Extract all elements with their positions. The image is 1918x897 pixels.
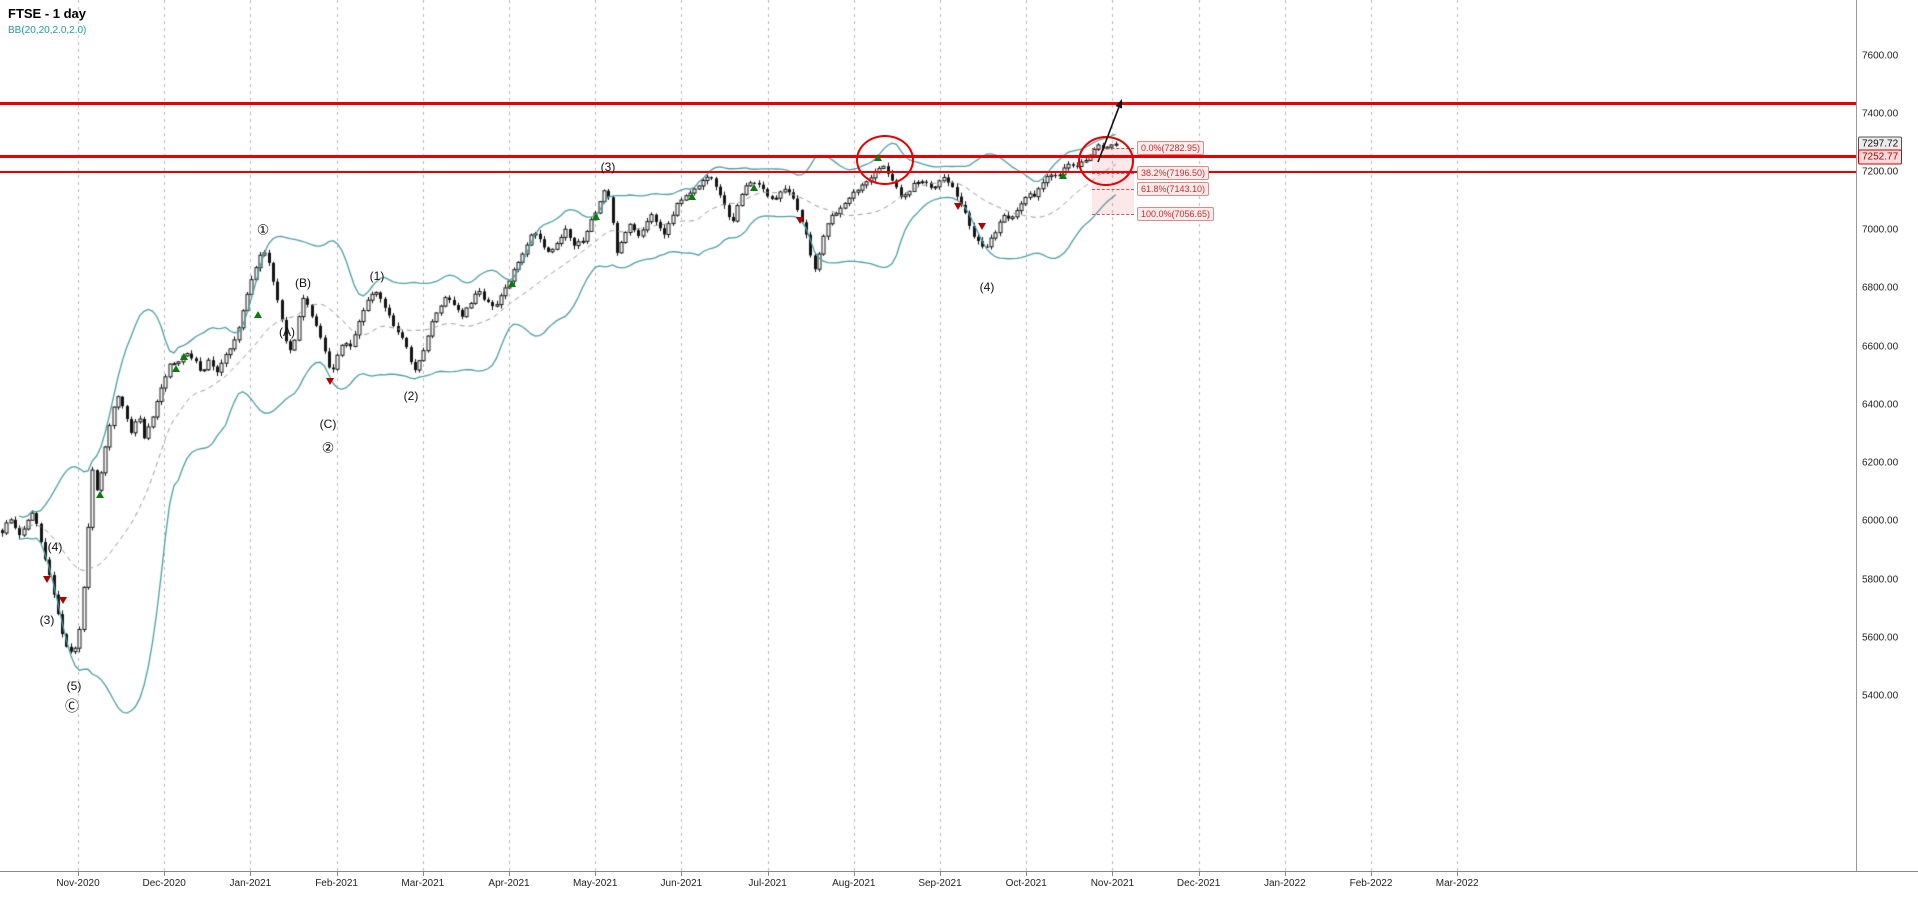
price-axis-label: 5800.00 — [1862, 574, 1899, 586]
price-axis-label: 7400.00 — [1862, 108, 1899, 120]
sell-signal-arrow — [43, 576, 51, 583]
buy-signal-arrow — [508, 280, 516, 287]
time-axis-tick — [681, 872, 683, 876]
projection-arrow[interactable] — [1086, 87, 1134, 174]
time-axis-label: Feb-2022 — [1349, 878, 1393, 889]
time-axis-label: Sep-2021 — [918, 878, 962, 889]
price-axis-label: 7200.00 — [1862, 166, 1899, 178]
time-axis-tick — [940, 872, 941, 876]
wave-label[interactable]: (1) — [369, 269, 385, 283]
symbol-timeframe-label: FTSE - 1 day — [8, 6, 87, 21]
time-axis-label: Nov-2020 — [56, 878, 100, 889]
time-axis-tick — [78, 872, 79, 876]
wave-label[interactable]: (3) — [39, 613, 55, 627]
time-axis-tick — [853, 872, 855, 876]
wave-label[interactable]: (B) — [295, 276, 311, 290]
wave-label[interactable]: ② — [321, 439, 335, 456]
price-level-line-7435[interactable] — [0, 102, 1856, 106]
fib-level-label[interactable]: 61.8%(7143.10) — [1137, 181, 1210, 196]
time-axis-label: Aug-2021 — [832, 878, 876, 889]
price-axis-separator — [1856, 0, 1857, 871]
bollinger-indicator-label[interactable]: BB(20,20,2.0,2.0) — [8, 25, 87, 36]
wave-label[interactable]: ① — [256, 221, 270, 238]
time-axis-label: Mar-2021 — [401, 878, 445, 889]
time-axis-label: Feb-2021 — [315, 878, 358, 889]
time-axis-tick — [767, 872, 769, 876]
time-axis-label: Dec-2021 — [1176, 878, 1221, 889]
sell-signal-arrow — [326, 378, 334, 385]
price-axis-label: 6600.00 — [1862, 341, 1899, 353]
price-axis-label: 6400.00 — [1862, 399, 1899, 411]
fib-level-label[interactable]: 0.0%(7282.95) — [1137, 140, 1205, 155]
sell-signal-arrow — [59, 597, 67, 604]
fib-level-label[interactable]: 38.2%(7196.50) — [1137, 166, 1210, 181]
time-axis-tick — [1026, 872, 1028, 876]
time-axis-label: May-2021 — [572, 878, 618, 889]
fib-level-label[interactable]: 100.0%(7056.65) — [1137, 206, 1215, 221]
wave-label[interactable]: (A) — [279, 325, 295, 339]
buy-signal-arrow — [688, 193, 696, 200]
sell-signal-arrow — [796, 217, 804, 224]
fib-level-line — [1092, 188, 1134, 190]
buy-signal-arrow — [96, 491, 104, 498]
sell-signal-arrow — [978, 223, 986, 230]
wave-label[interactable]: Ⓒ — [65, 698, 79, 714]
price-axis-label: 5600.00 — [1862, 632, 1899, 644]
price-axis-label: 5400.00 — [1862, 690, 1899, 702]
price-axis-label: 6000.00 — [1862, 515, 1899, 527]
sell-signal-arrow — [954, 203, 962, 210]
buy-signal-arrow — [1059, 172, 1067, 179]
wave-label[interactable]: (C) — [319, 417, 337, 431]
time-axis-tick — [1457, 872, 1459, 876]
time-axis-tick — [164, 872, 166, 876]
time-axis-label: Nov-2021 — [1090, 878, 1135, 889]
price-level-line-7252.77[interactable] — [0, 155, 1856, 159]
time-axis-label: Jul-2021 — [748, 878, 787, 889]
time-axis-label: Apr-2021 — [488, 878, 530, 889]
wave-label[interactable]: (4) — [979, 280, 995, 294]
price-axis-label: 6200.00 — [1862, 457, 1899, 469]
price-level-line-7200[interactable] — [0, 171, 1856, 173]
wave-label[interactable]: (2) — [403, 389, 419, 403]
chart-header: FTSE - 1 day BB(20,20,2.0,2.0) — [8, 6, 86, 36]
time-axis-tick — [1198, 872, 1200, 876]
time-axis-label: Dec-2020 — [142, 878, 186, 889]
buy-signal-arrow — [180, 353, 188, 360]
wave-label[interactable]: (3) — [600, 160, 616, 174]
time-axis-tick — [595, 872, 597, 876]
time-axis-tick — [1284, 872, 1286, 876]
time-axis-tick — [1112, 872, 1114, 876]
time-axis[interactable]: Nov-2020 Dec-2020 Jan-2021 Feb-2021 Mar-2021… — [0, 871, 1918, 897]
time-axis-tick — [250, 872, 252, 876]
time-axis-tick — [1371, 872, 1372, 876]
fib-level-line — [1092, 213, 1134, 215]
time-axis-label: Oct-2021 — [1005, 878, 1047, 889]
wave-label[interactable]: (4) — [47, 540, 63, 554]
wave-label[interactable]: (5) — [66, 679, 82, 693]
time-axis-label: Jun-2021 — [660, 878, 703, 889]
price-axis-label: 6800.00 — [1862, 282, 1899, 294]
highlight-circle-1[interactable] — [856, 135, 914, 185]
buy-signal-arrow — [172, 365, 180, 372]
time-axis-label: Mar-2022 — [1435, 878, 1479, 889]
price-axis-label: 7000.00 — [1862, 224, 1899, 236]
price-axis-label: 7600.00 — [1862, 50, 1899, 62]
buy-signal-arrow — [254, 311, 262, 318]
time-axis-tick — [509, 872, 510, 876]
time-axis-tick — [336, 872, 338, 876]
time-axis-tick — [422, 872, 424, 876]
buy-signal-arrow — [750, 184, 758, 191]
buy-signal-arrow — [592, 213, 600, 220]
time-axis-label: Jan-2021 — [229, 878, 272, 889]
price-box-7252.77: 7252.77 — [1858, 149, 1903, 165]
time-axis-label: Jan-2022 — [1263, 878, 1306, 889]
highlight-circle-2[interactable] — [1078, 136, 1134, 186]
